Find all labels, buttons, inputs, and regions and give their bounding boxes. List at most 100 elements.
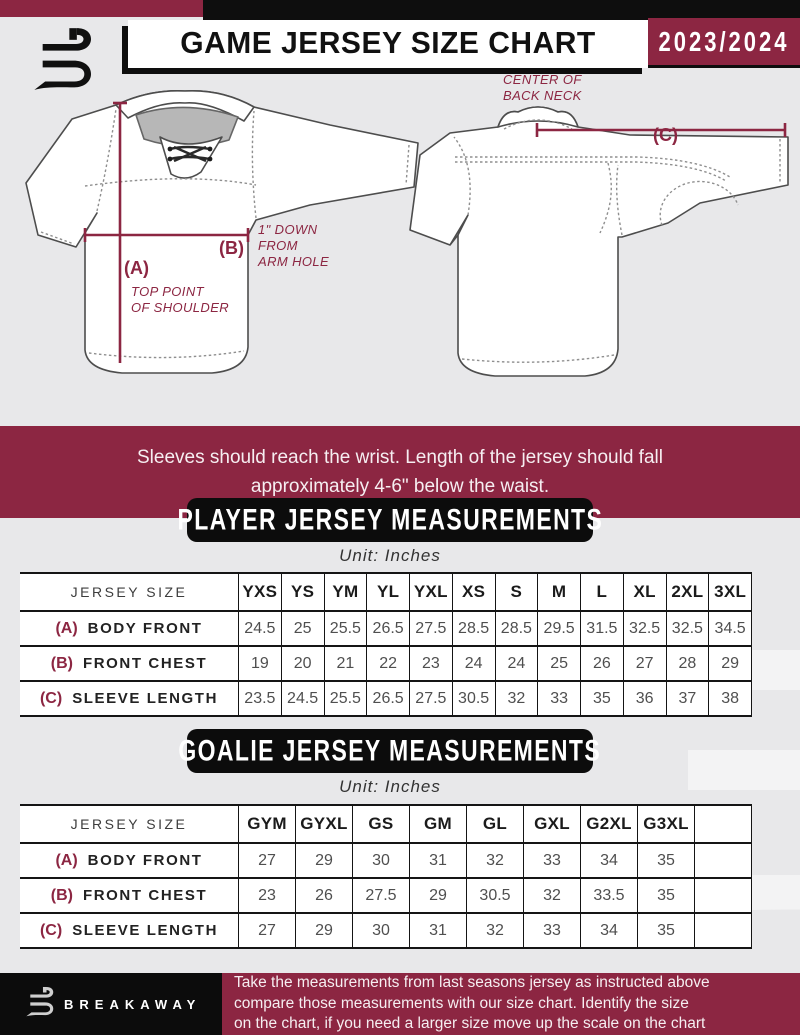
size-column-header: GS bbox=[352, 804, 410, 844]
measurement-value-cell: 27.5 bbox=[409, 680, 453, 717]
goalie-section-banner: GOALIE JERSEY MEASUREMENTS bbox=[179, 729, 600, 773]
measurement-row-label: (B) FRONT CHEST bbox=[20, 877, 239, 914]
measure-b-key: (B) bbox=[219, 238, 244, 258]
measurement-value-cell: 33.5 bbox=[580, 877, 638, 914]
measurement-value-cell: 26 bbox=[295, 877, 353, 914]
measurement-row-label: (B) FRONT CHEST bbox=[20, 645, 239, 682]
measurement-value-cell: 33 bbox=[523, 842, 581, 879]
measurement-value-cell: 27 bbox=[622, 645, 667, 682]
measure-c-note: CENTER OF BACK NECK bbox=[503, 72, 582, 103]
measurement-value-cell: 32 bbox=[466, 912, 524, 949]
footer-instructions-text: Take the measurements from last seasons … bbox=[234, 974, 710, 1033]
measurement-value-cell: 27 bbox=[238, 842, 296, 879]
size-column-header: GL bbox=[466, 804, 524, 844]
measure-name: BODY FRONT bbox=[87, 851, 203, 869]
measure-key: (A) bbox=[55, 619, 78, 637]
measurement-value-cell: 25.5 bbox=[323, 680, 368, 717]
size-column-header bbox=[694, 804, 752, 844]
measurement-value-cell: 23 bbox=[238, 877, 296, 914]
breakaway-logo-icon bbox=[26, 24, 96, 109]
size-column-header: GM bbox=[409, 804, 467, 844]
measurement-value-cell: 32.5 bbox=[622, 610, 667, 647]
measurement-value-cell bbox=[694, 912, 752, 949]
measure-key: (B) bbox=[50, 654, 73, 672]
measurement-value-cell bbox=[694, 842, 752, 879]
measurement-value-cell: 24 bbox=[494, 645, 539, 682]
measurement-row-label: (A) BODY FRONT bbox=[20, 842, 239, 879]
measurement-value-cell: 23.5 bbox=[238, 680, 282, 717]
size-column-header: YXL bbox=[409, 572, 453, 612]
measurement-value-cell: 33 bbox=[523, 912, 581, 949]
size-column-header: M bbox=[537, 572, 581, 612]
measurement-row: (A) BODY FRONT 27 29 30 31 32 33 34 35 bbox=[20, 842, 752, 879]
size-column-header: YL bbox=[366, 572, 410, 612]
goalie-measurements-table: JERSEY SIZE GYM GYXL GS GM GL GXL G2XL G3XL (A) BO… bbox=[20, 804, 752, 949]
footer-brand-name: BREAKAWAY bbox=[64, 996, 202, 1012]
jersey-size-corner-header: JERSEY SIZE bbox=[20, 572, 239, 612]
jersey-size-corner-header: JERSEY SIZE bbox=[20, 804, 239, 844]
measurement-value-cell: 35 bbox=[580, 680, 624, 717]
measurement-row: (C) SLEEVE LENGTH 23.5 24.5 25.5 26.5 27.5 30.5… bbox=[20, 680, 752, 717]
measurement-value-cell: 23 bbox=[409, 645, 453, 682]
measurement-value-cell: 20 bbox=[280, 645, 325, 682]
measurement-value-cell: 31 bbox=[409, 912, 467, 949]
measure-key: (C) bbox=[39, 921, 63, 939]
measure-name: SLEEVE LENGTH bbox=[72, 689, 219, 707]
measurement-value-cell: 30 bbox=[352, 842, 410, 879]
front-jersey-diagram bbox=[25, 89, 419, 374]
size-column-header: 2XL bbox=[665, 572, 710, 612]
measure-name: SLEEVE LENGTH bbox=[72, 921, 219, 939]
goalie-section-title: GOALIE JERSEY MEASUREMENTS bbox=[178, 733, 602, 768]
size-column-header: YXS bbox=[238, 572, 282, 612]
size-column-header: 3XL bbox=[708, 572, 752, 612]
size-column-header: YM bbox=[323, 572, 368, 612]
measurement-value-cell: 26.5 bbox=[366, 610, 410, 647]
measurement-value-cell: 26.5 bbox=[366, 680, 410, 717]
measurement-value-cell: 30.5 bbox=[451, 680, 496, 717]
size-header-row: JERSEY SIZE YXS YS YM YL YXL XS S M L XL 2XL 3XL bbox=[20, 572, 752, 612]
measurement-value-cell: 32 bbox=[466, 842, 524, 879]
measurement-value-cell: 32.5 bbox=[665, 610, 710, 647]
measure-key: (B) bbox=[50, 886, 73, 904]
page-title: GAME JERSEY SIZE CHART bbox=[180, 26, 596, 61]
size-column-header: GYM bbox=[238, 804, 296, 844]
size-column-header: G3XL bbox=[637, 804, 695, 844]
player-measurements-table: JERSEY SIZE YXS YS YM YL YXL XS S M L XL 2XL 3XL (A) B… bbox=[20, 572, 752, 717]
size-column-header: GYXL bbox=[295, 804, 353, 844]
measurement-row: (B) FRONT CHEST 23 26 27.5 29 30.5 32 33.5 35 bbox=[20, 877, 752, 914]
measurement-value-cell: 24.5 bbox=[238, 610, 282, 647]
measure-a-note: TOP POINT OF SHOULDER bbox=[131, 284, 230, 315]
measurement-value-cell: 29 bbox=[295, 912, 353, 949]
measurement-value-cell: 29 bbox=[708, 645, 752, 682]
measurement-row: (B) FRONT CHEST 19 20 21 22 23 24 24 25 26 27 28 29 bbox=[20, 645, 752, 682]
measurement-value-cell: 34 bbox=[580, 842, 638, 879]
measurement-value-cell: 26 bbox=[580, 645, 624, 682]
measurement-value-cell: 24 bbox=[451, 645, 496, 682]
measurement-value-cell: 32 bbox=[494, 680, 539, 717]
size-column-header: GXL bbox=[523, 804, 581, 844]
measure-name: FRONT CHEST bbox=[82, 886, 208, 904]
measurement-value-cell: 22 bbox=[366, 645, 410, 682]
measure-name: FRONT CHEST bbox=[82, 654, 208, 672]
measurement-row: (C) SLEEVE LENGTH 27 29 30 31 32 33 34 35 bbox=[20, 912, 752, 949]
measurement-value-cell: 37 bbox=[665, 680, 710, 717]
page-title-box: GAME JERSEY SIZE CHART bbox=[128, 20, 648, 68]
measurement-row-label: (A) BODY FRONT bbox=[20, 610, 239, 647]
player-section-banner: PLAYER JERSEY MEASUREMENTS bbox=[177, 498, 601, 542]
footer-instructions-block: Take the measurements from last seasons … bbox=[222, 973, 800, 1035]
measurement-value-cell: 30.5 bbox=[466, 877, 524, 914]
measure-c-key: (C) bbox=[653, 125, 678, 145]
measurement-value-cell: 34.5 bbox=[708, 610, 752, 647]
fit-notice-text: Sleeves should reach the wrist. Length o… bbox=[137, 447, 663, 497]
measure-a-key: (A) bbox=[124, 258, 149, 278]
measurement-value-cell: 28 bbox=[665, 645, 710, 682]
measurement-value-cell: 28.5 bbox=[494, 610, 539, 647]
measurement-value-cell: 29 bbox=[295, 842, 353, 879]
measurement-value-cell: 27 bbox=[238, 912, 296, 949]
size-column-header: YS bbox=[280, 572, 325, 612]
measurement-value-cell: 31 bbox=[409, 842, 467, 879]
measurement-value-cell: 38 bbox=[708, 680, 752, 717]
measurement-row-label: (C) SLEEVE LENGTH bbox=[20, 680, 239, 717]
footer-logo-icon bbox=[24, 985, 54, 1023]
